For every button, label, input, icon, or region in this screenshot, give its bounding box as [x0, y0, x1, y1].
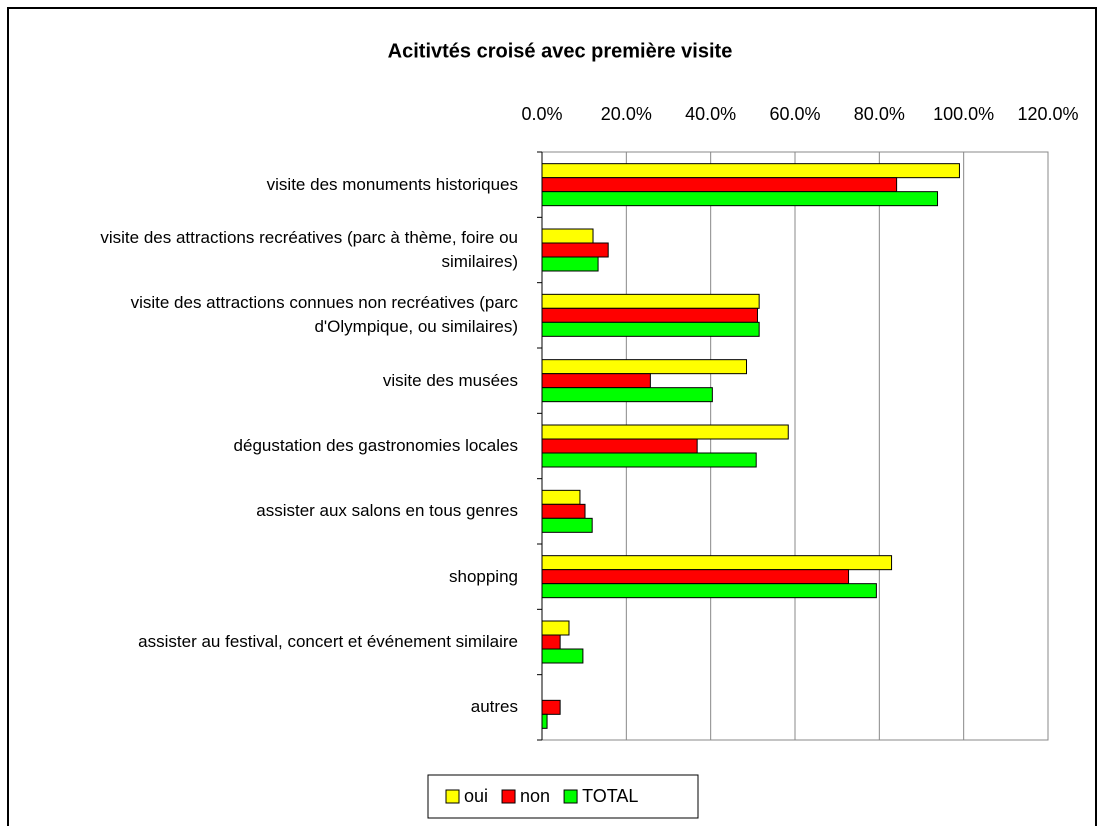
y-tick-label: assister au festival, concert et événeme… [138, 632, 518, 651]
bar [541, 438, 698, 454]
legend-label: oui [464, 786, 488, 806]
y-tick-label: assister aux salons en tous genres [256, 501, 518, 521]
bar [541, 256, 599, 272]
x-tick-label: 60.0% [769, 104, 820, 124]
x-tick-label: 80.0% [854, 104, 905, 124]
bar [541, 503, 586, 519]
bar [541, 177, 898, 193]
y-tick-label: autres [470, 697, 518, 717]
y-tick-label: visite des musées [382, 370, 518, 390]
x-tick-label: 120.0% [1017, 104, 1078, 124]
legend-swatch [445, 789, 460, 804]
bar [541, 634, 561, 650]
bar [541, 620, 570, 636]
legend-box [427, 774, 699, 819]
bar [541, 424, 789, 440]
x-tick-label: 100.0% [933, 104, 994, 124]
bar [541, 387, 713, 403]
x-tick-label: 40.0% [685, 104, 736, 124]
bar [541, 452, 757, 468]
bar [541, 359, 748, 375]
x-tick-label: 20.0% [601, 104, 652, 124]
y-tick-label: dégustation des gastronomies locales [233, 436, 518, 455]
legend-label: TOTAL [582, 786, 638, 806]
bar [541, 307, 758, 323]
bar [541, 699, 561, 715]
y-tick-label: visite des monuments historiques [266, 174, 518, 194]
bar [541, 648, 584, 664]
frame [7, 7, 1097, 826]
bar [541, 163, 960, 179]
bar [541, 489, 581, 505]
bar [541, 583, 877, 599]
chart-title: Acitivtés croisé avec première visite [388, 40, 733, 62]
x-tick-label: 0.0% [521, 104, 562, 124]
legend-label: non [520, 786, 550, 806]
bar [541, 517, 593, 533]
bar [541, 228, 594, 244]
bar [541, 191, 939, 207]
y-tick-label: visite des attractions connues non recré… [130, 293, 518, 337]
y-tick-label: shopping [448, 566, 518, 586]
bar [541, 373, 651, 389]
y-tick-label: visite des attractions recréatives (parc… [100, 228, 518, 271]
bar [541, 555, 893, 571]
bar [541, 713, 548, 729]
legend-swatch [501, 789, 516, 804]
legend-swatch [563, 789, 578, 804]
bar [541, 321, 760, 337]
bar [541, 242, 609, 258]
bar [541, 569, 850, 585]
bar [541, 293, 760, 309]
